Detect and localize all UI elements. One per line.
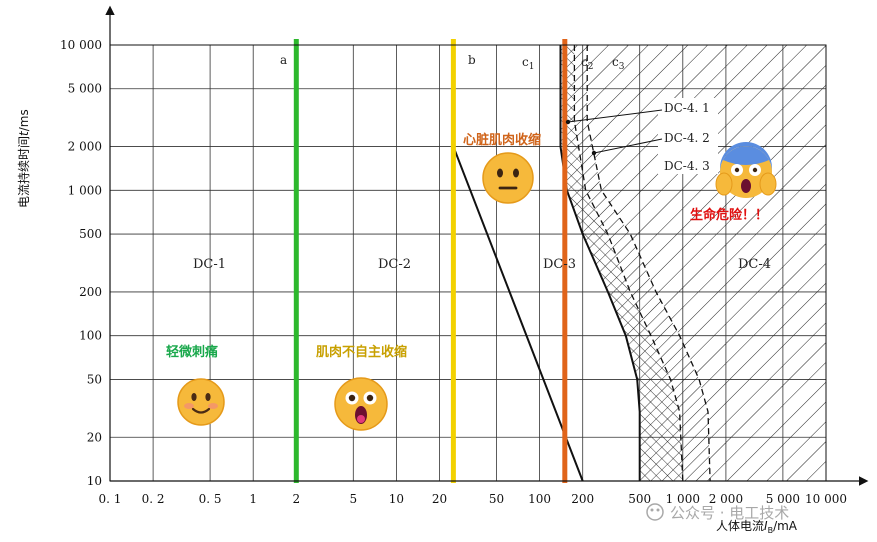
x-tick-label: 2 [292, 492, 300, 506]
y-tick-label: 1 000 [68, 183, 102, 197]
x-tick-label: 50 [489, 492, 504, 506]
x-tick-label: 1 000 [666, 492, 700, 506]
x-tick-label: 5 [349, 492, 357, 506]
subzone-label-dc4-1: DC-4. 1 [664, 101, 710, 115]
hatched-danger-regions [560, 43, 877, 483]
curve-label-c1: c1 [522, 55, 534, 72]
threshold-lines [293, 39, 568, 483]
x-tick-label: 10 [389, 492, 404, 506]
zone-label-dc2: DC-2 [378, 257, 411, 272]
x-axis-title: 人体电流IB/mA [716, 519, 798, 535]
smiling-face-emoji [177, 378, 225, 426]
curve-label-c2: c2 [581, 55, 593, 72]
axes [105, 5, 869, 486]
y-tick-label: 20 [87, 430, 102, 444]
zone-label-dc4: DC-4 [738, 257, 771, 272]
annotation-heart-muscle-contraction: 心脏肌肉收缩 [463, 132, 541, 148]
x-tick-label: 2 000 [709, 492, 743, 506]
watermark: 公众号 · 电工技术 [646, 503, 789, 522]
y-tick-label: 10 000 [60, 38, 102, 52]
curve-label-c3: c3 [612, 55, 625, 72]
y-tick-label: 2 000 [68, 140, 102, 154]
y-tick-label: 500 [79, 227, 102, 241]
zone-label-dc1: DC-1 [193, 257, 226, 272]
hatch-region-dc4-2 [574, 45, 711, 481]
annotation-life-danger: 生命危险！！ [690, 207, 768, 223]
x-tick-label: 0. 2 [142, 492, 165, 506]
annotation-slight-tingling: 轻微刺痛 [166, 344, 218, 360]
screaming-face-emoji [715, 142, 777, 198]
y-tick-label: 50 [87, 372, 102, 386]
y-axis-title: 电流持续时间t/ms [16, 109, 31, 208]
hatch-region-dc4-1 [560, 45, 683, 481]
plot-frame [109, 44, 827, 482]
zone-label-dc3: DC-3 [543, 257, 576, 272]
shocked-face-emoji [334, 377, 388, 431]
curve-label-b: b [468, 53, 476, 67]
x-tick-label: 10 000 [805, 492, 847, 506]
y-tick-label: 200 [79, 285, 102, 299]
x-tick-label: 1 [249, 492, 257, 506]
y-tick-label: 10 [87, 474, 102, 488]
curve-c2 [573, 45, 684, 482]
annotation-involuntary-muscle-contraction: 肌肉不自主收缩 [316, 344, 407, 360]
y-tick-label: 100 [79, 329, 102, 343]
dc4-subzone-labels: DC-4. 1 DC-4. 2 DC-4. 3 [565, 98, 718, 174]
plot-clip-cover [826, 43, 877, 483]
curve-label-a: a [280, 53, 287, 67]
x-tick-label: 20 [432, 492, 447, 506]
subzone-label-dc4-3: DC-4. 3 [664, 159, 710, 173]
x-tick-label: 200 [571, 492, 594, 506]
x-tick-label: 5 000 [766, 492, 800, 506]
watermark-text: 公众号 · 电工技术 [670, 504, 789, 522]
x-tick-label: 500 [628, 492, 651, 506]
neutral-face-emoji [482, 152, 534, 204]
curve-c3 [586, 45, 711, 482]
y-tick-label: 5 000 [68, 82, 102, 96]
x-tick-label: 0. 1 [99, 492, 122, 506]
x-tick-label: 100 [528, 492, 551, 506]
subzone-label-dc4-2: DC-4. 2 [664, 131, 710, 145]
x-tick-label: 0. 5 [199, 492, 222, 506]
